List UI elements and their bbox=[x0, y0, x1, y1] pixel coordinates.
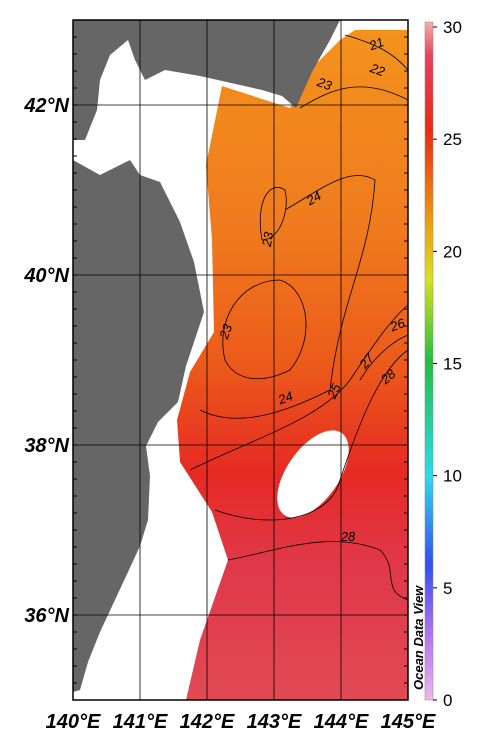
contour-line bbox=[359, 334, 409, 381]
contour-line bbox=[189, 304, 409, 471]
x-tick-label: 145°E bbox=[381, 711, 436, 733]
ocean-data-field bbox=[177, 30, 408, 700]
contour-lines bbox=[189, 34, 409, 601]
colorbar-tick-label: 15 bbox=[443, 355, 462, 374]
x-tick-label: 141°E bbox=[113, 711, 168, 733]
x-tick-label: 144°E bbox=[314, 711, 369, 733]
credit: Ocean Data View bbox=[411, 585, 426, 690]
colorbar-tick-label: 25 bbox=[443, 130, 462, 149]
colorbar bbox=[424, 21, 434, 701]
y-tick-label: 42°N bbox=[23, 95, 69, 117]
contour-label: 23 bbox=[259, 230, 277, 249]
contour-label: 23 bbox=[314, 74, 334, 94]
x-tick-label: 142°E bbox=[180, 711, 235, 733]
contour-line bbox=[227, 541, 409, 601]
x-tick-label: 143°E bbox=[247, 711, 302, 733]
contour-label: 25 bbox=[324, 381, 344, 402]
data-gap bbox=[277, 430, 349, 518]
colorbar-tick-label: 5 bbox=[443, 579, 452, 598]
contour-label: 22 bbox=[367, 60, 387, 80]
y-tick-label: 38°N bbox=[24, 435, 69, 457]
colorbar-tick-label: 30 bbox=[443, 18, 462, 37]
contour-label: 28 bbox=[340, 529, 356, 544]
contour-line bbox=[214, 349, 409, 521]
colorbar-tick-label: 20 bbox=[443, 242, 462, 261]
colorbar-tick-label: 10 bbox=[443, 467, 462, 486]
y-tick-label: 40°N bbox=[23, 265, 69, 287]
y-tick-label: 36°N bbox=[24, 605, 69, 627]
contour-label: 24 bbox=[275, 388, 295, 407]
map-area bbox=[73, 20, 409, 700]
contour-label: 26 bbox=[387, 315, 407, 335]
contour-line bbox=[222, 279, 307, 380]
land-honshu bbox=[73, 160, 204, 692]
contour-label: 23 bbox=[216, 321, 236, 341]
colorbar-tick-label: 0 bbox=[443, 691, 452, 710]
contour-label: 24 bbox=[303, 188, 324, 209]
contour-label: 21 bbox=[366, 34, 386, 53]
contour-line bbox=[199, 175, 376, 419]
contour-line bbox=[259, 187, 287, 241]
x-tick-label: 140°E bbox=[46, 711, 101, 733]
contour-line bbox=[344, 34, 409, 71]
contour-line bbox=[299, 86, 409, 109]
